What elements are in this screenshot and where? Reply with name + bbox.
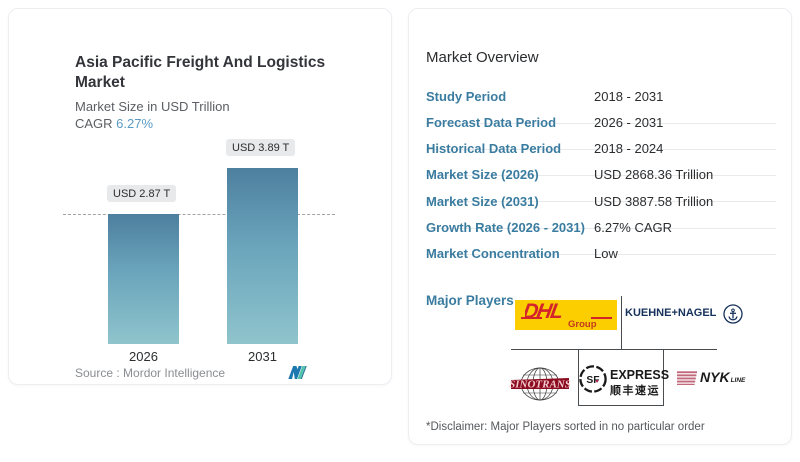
svg-text:SINOTRANS: SINOTRANS	[509, 379, 571, 391]
svg-text:DHL: DHL	[525, 301, 564, 323]
